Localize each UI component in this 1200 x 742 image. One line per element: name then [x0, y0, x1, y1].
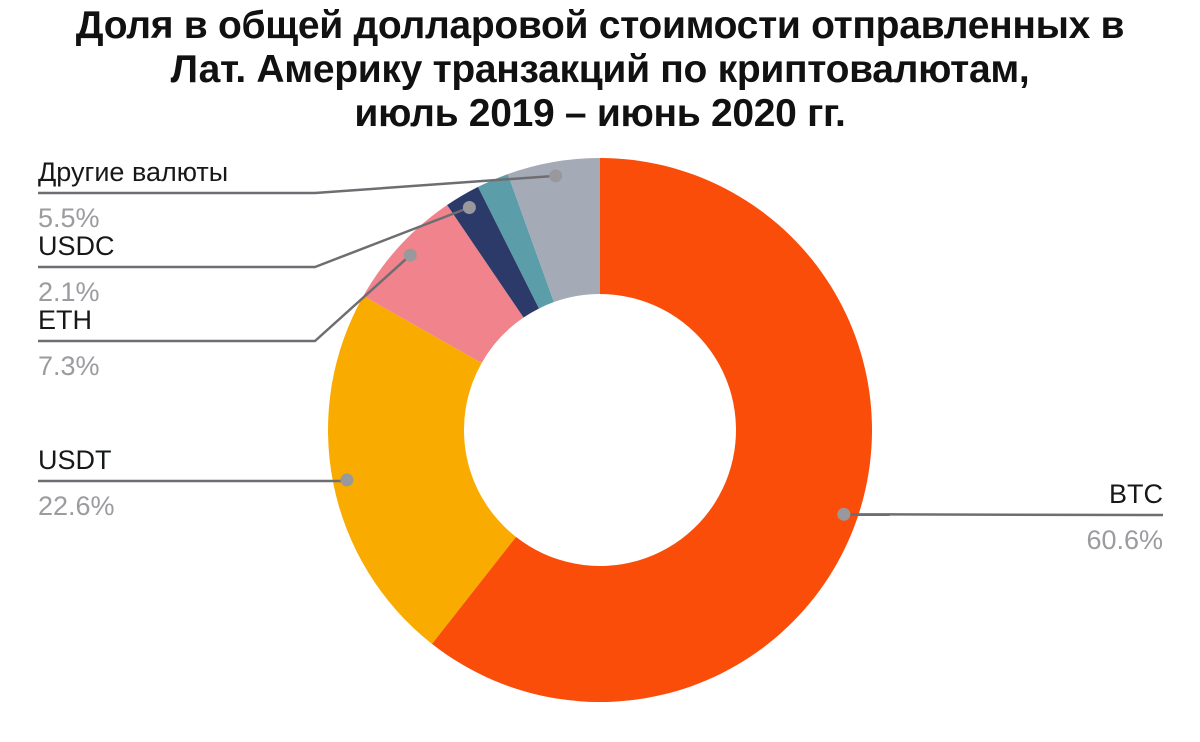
slice-name-label-usdt: USDT	[38, 445, 112, 475]
callout-line-btc	[843, 513, 1164, 517]
slice-percent-label-usdc: 2.1%	[38, 277, 100, 307]
chart-title: Доля в общей долларовой стоимости отправ…	[0, 4, 1200, 136]
chart-title-line-2: Лат. Америку транзакций по криптовалютам…	[170, 48, 1030, 91]
pie-slice-btc	[431, 158, 872, 702]
callout-line-usdt	[38, 479, 349, 483]
slice-name-label-usdc: USDC	[38, 231, 115, 261]
callout-line-usdc	[38, 206, 470, 269]
callout-dot-other	[549, 169, 563, 183]
slice-name-label-btc: BTC	[1109, 479, 1163, 509]
callout-line-other	[38, 174, 556, 195]
chart-title-line-1: Доля в общей долларовой стоимости отправ…	[75, 4, 1125, 47]
slice-name-label-eth: ETH	[38, 305, 92, 335]
callout-dot-usdt	[340, 473, 354, 487]
slice-name-label-other: Другие валюты	[38, 157, 229, 187]
slice-percent-label-other: 5.5%	[38, 203, 100, 233]
pie-slice-eth	[363, 205, 524, 363]
pie-slice-minor	[478, 174, 554, 309]
callout-line-eth	[38, 254, 412, 343]
pie-slice-usdt	[327, 295, 516, 644]
callout-dot-btc	[837, 507, 851, 521]
pie-slice-usdc	[447, 186, 540, 318]
slice-percent-label-usdt: 22.6%	[38, 491, 115, 521]
slice-percent-label-eth: 7.3%	[38, 351, 100, 381]
chart-title-line-3: июль 2019 – июнь 2020 гг.	[354, 92, 846, 135]
slice-percent-label-btc: 60.6%	[1086, 525, 1163, 555]
pie-slice-other	[507, 158, 600, 303]
callout-dot-eth	[403, 248, 417, 262]
callout-dot-usdc	[462, 201, 476, 215]
